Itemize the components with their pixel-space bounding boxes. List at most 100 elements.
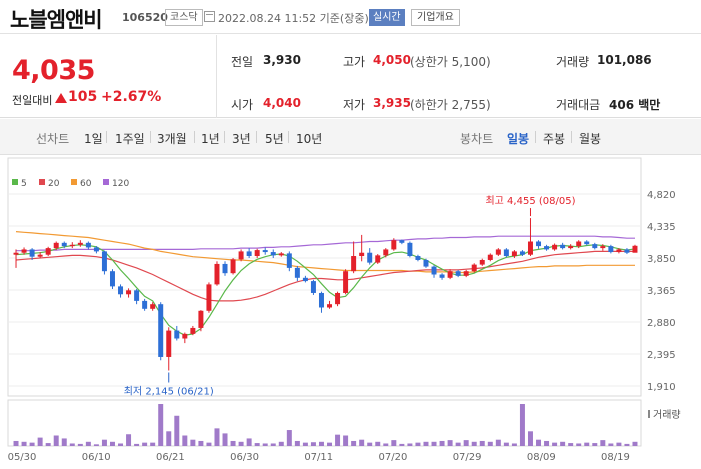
candle-body — [101, 251, 107, 272]
period-10y[interactable]: 10년 — [296, 132, 323, 146]
candle-body — [479, 259, 485, 265]
up-arrow-icon — [55, 93, 67, 103]
volume-bar — [471, 441, 477, 446]
volume-bar — [423, 441, 429, 446]
volume-bar — [286, 430, 292, 446]
change-percent: +2.67% — [101, 89, 162, 105]
low-label: 저가 — [343, 98, 366, 112]
candle-body — [624, 249, 630, 253]
candle-body — [391, 240, 397, 250]
candle-body — [238, 251, 244, 260]
x-tick-label: 05/30 — [8, 452, 37, 463]
x-tick-label: 08/09 — [527, 452, 556, 463]
volume-value: 101,086 — [597, 53, 652, 67]
volume-bar — [238, 441, 244, 446]
candlestick-chart-svg[interactable]: 4,820 4,335 3,850 3,365 2,880 2,395 1,910 5 20 60… — [0, 156, 701, 469]
candle-body — [527, 241, 533, 255]
prev-close-value: 3,930 — [263, 53, 301, 67]
candle-body — [536, 241, 542, 247]
volume-bar — [375, 441, 381, 446]
y-tick-label: 1,910 — [647, 382, 676, 393]
volume-bar — [198, 440, 204, 446]
volume-bar — [246, 438, 252, 446]
period-3m[interactable]: 3개월 — [157, 132, 187, 146]
x-tick-label: 07/29 — [453, 452, 482, 463]
volume-bar — [560, 441, 566, 446]
volume-bar — [544, 440, 550, 446]
volume-bar — [45, 443, 51, 446]
candle-body — [343, 271, 349, 293]
candle-body — [93, 247, 99, 252]
weekly-candle-tab[interactable]: 주봉 — [543, 132, 566, 146]
candle-body — [118, 286, 124, 295]
y-tick-label: 2,395 — [647, 350, 676, 361]
candle-body — [166, 330, 172, 357]
volume-bar — [278, 441, 284, 446]
daily-candle-tab[interactable]: 일봉 — [507, 132, 530, 146]
candle-body — [455, 271, 461, 276]
candle-body — [552, 244, 558, 250]
price-chart[interactable]: 4,820 4,335 3,850 3,365 2,880 2,395 1,910 5 20 60… — [0, 156, 701, 469]
monthly-candle-tab[interactable]: 월봉 — [579, 132, 602, 146]
company-overview-button[interactable]: 기업개요 — [411, 9, 460, 26]
candle-body — [600, 246, 606, 249]
candle-body — [198, 310, 204, 328]
legend-label: 20 — [48, 179, 60, 189]
candle-body — [286, 253, 292, 268]
volume-bar — [69, 443, 75, 446]
legend-swatch — [71, 179, 77, 185]
candle-body — [13, 252, 19, 255]
volume-bar — [142, 442, 148, 446]
candle-body — [351, 256, 357, 272]
change-label: 전일대비 — [12, 94, 53, 107]
volume-plot-frame — [7, 399, 642, 447]
period-1d[interactable]: 1일 — [84, 132, 103, 146]
volume-bar — [519, 404, 525, 446]
high-annotation: 최고 4,455 (08/05) — [485, 195, 575, 207]
volume-bar — [21, 441, 27, 446]
volume-bar — [568, 443, 574, 446]
volume-bar — [190, 439, 196, 446]
candle-body — [53, 242, 59, 249]
volume-label: 거래량 — [556, 55, 590, 69]
legend-swatch — [12, 179, 18, 185]
candle-body — [439, 274, 445, 278]
candle-body — [616, 249, 622, 253]
volume-bar — [230, 440, 236, 446]
current-price: 4,035 — [12, 55, 95, 86]
volume-bar — [383, 443, 389, 446]
volume-bar — [576, 443, 582, 446]
candle-body — [431, 266, 437, 275]
candle-body — [503, 249, 509, 257]
y-tick-label: 3,365 — [647, 286, 676, 297]
candle-body — [335, 292, 341, 305]
realtime-button[interactable]: 실시간 — [369, 9, 405, 26]
candle-body — [560, 244, 566, 249]
period-5y[interactable]: 5년 — [265, 132, 284, 146]
y-tick-label: 2,880 — [647, 318, 676, 329]
period-1y[interactable]: 1년 — [201, 132, 220, 146]
volume-bar — [359, 439, 365, 446]
period-1w[interactable]: 1주일 — [115, 132, 145, 146]
candle-body — [278, 253, 284, 256]
low-annotation: 최저 2,145 (06/21) — [124, 385, 214, 397]
y-tick-label: 4,335 — [647, 222, 676, 233]
separator — [571, 131, 572, 143]
volume-bar — [343, 435, 349, 446]
low-value: 3,935 — [373, 96, 411, 110]
candle-body — [415, 256, 421, 260]
candle-body — [190, 327, 196, 334]
volume-bar — [254, 443, 260, 446]
volume-bar — [302, 442, 308, 446]
upper-limit: (상한가 5,100) — [410, 55, 491, 69]
separator — [150, 131, 151, 143]
candle-body — [262, 250, 268, 253]
candle-body — [495, 249, 501, 255]
candle-body — [222, 263, 228, 274]
x-tick-label: 06/21 — [156, 452, 185, 463]
high-value: 4,050 — [373, 53, 411, 67]
period-3y[interactable]: 3년 — [232, 132, 251, 146]
candle-body — [182, 333, 188, 339]
period-selector: 선차트 1일 1주일 3개월 1년 3년 5년 10년 봉차트 일봉 주봉 월봉 — [0, 119, 701, 155]
volume-bar — [222, 433, 228, 446]
